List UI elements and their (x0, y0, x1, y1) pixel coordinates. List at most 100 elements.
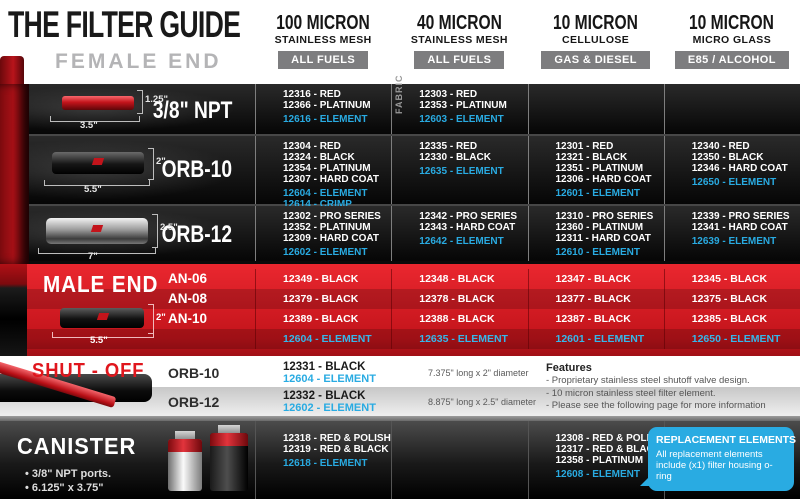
column-title: 40 MICRON (416, 12, 502, 34)
red-filter-photo-edge (0, 56, 24, 84)
features-title: Features (546, 362, 592, 374)
row-label: AN-08 (168, 291, 208, 306)
column-subtitle: CELLULOSE (562, 34, 630, 46)
row-label: AN-10 (168, 311, 208, 326)
fuel-badge: E85 / ALCOHOL (674, 51, 789, 69)
canister-section: CANISTER • 3/8" NPT ports. • 6.125" x 3.… (0, 421, 800, 499)
mounting-bracket (217, 425, 241, 434)
cell-10-micron-glass: 12375 - BLACK (663, 289, 800, 309)
element-numbers: 12618 - ELEMENT (283, 458, 368, 469)
brand-logo-mark (96, 313, 109, 320)
cell-10-micron-cellulose: 12377 - BLACK (527, 289, 664, 309)
canister-red-cap (168, 439, 202, 452)
dim-width: 3.5" (80, 120, 98, 131)
part-number: 12332 - BLACK (283, 390, 366, 402)
male-row-an06: AN-06 12349 - BLACK 12348 - BLACK 12347 … (0, 269, 800, 289)
dim-height: 2" (156, 312, 166, 323)
part-numbers: 12339 - PRO SERIES 12341 - HARD COAT (691, 211, 790, 233)
element-numbers: 12601 - ELEMENT (555, 188, 640, 199)
element-numbers: 12642 - ELEMENT (419, 236, 504, 247)
cell-40-micron: 12335 - RED 12330 - BLACK 12635 - ELEMEN… (391, 136, 527, 204)
part-numbers: 12316 - RED 12366 - PLATINUM (283, 89, 371, 111)
part-numbers: 12342 - PRO SERIES 12343 - HARD COAT (419, 211, 518, 233)
part-numbers: 12301 - RED 12321 - BLACK 12351 - PLATIN… (555, 141, 652, 185)
male-end-title: MALE END (43, 271, 159, 297)
dim-bracket (137, 90, 143, 114)
cell-10-micron-cellulose: 12347 - BLACK (527, 269, 664, 289)
part-number: 12331 - BLACK (283, 361, 366, 373)
callout-title: REPLACEMENT ELEMENTS (656, 434, 797, 446)
male-end-section: MALE END 2" 5.5" AN-06 12349 - BLACK 123… (0, 264, 800, 356)
column-title: 10 MICRON (553, 12, 639, 34)
row-label: AN-06 (168, 271, 208, 286)
column-header-40-micron: 40 MICRON STAINLESS MESH ALL FUELS (391, 0, 527, 84)
cell-10-micron-cellulose: 12310 - PRO SERIES 12360 - PLATINUM 1231… (527, 206, 664, 261)
inline-filter-photo-chrome (46, 218, 148, 244)
cell-100-micron: 12316 - RED 12366 - PLATINUM 12616 - ELE… (255, 84, 391, 134)
column-subtitle: STAINLESS MESH (410, 34, 508, 46)
element-number: 12601 - ELEMENT (527, 329, 664, 349)
fuel-badge: GAS & DIESEL (541, 51, 650, 69)
canister-specs: • 3/8" NPT ports. • 6.125" x 3.75" (25, 468, 112, 494)
element-numbers: 12610 - ELEMENT (555, 247, 640, 258)
cell-100-micron: 12349 - BLACK (255, 269, 391, 289)
row-label-column: AN-06 (0, 269, 255, 289)
dim-height: 2.5" (160, 222, 178, 233)
table-row-orb12: 2.5" 7" ORB-12 12302 - PRO SERIES 12352 … (0, 206, 800, 264)
column-title: 10 MICRON (689, 12, 775, 34)
male-fitting-photo-strip (0, 264, 27, 356)
male-row-an10: AN-10 12389 - BLACK 12388 - BLACK 12387 … (0, 309, 800, 329)
male-row-elements: 12604 - ELEMENT 12635 - ELEMENT 12601 - … (0, 329, 800, 349)
page-title: THE FILTER GUIDE (8, 4, 241, 45)
size-note: 8.875" long x 2.5" diameter (428, 397, 536, 407)
shutoff-row-orb10: ORB-10 12331 - BLACK 12604 - ELEMENT 7.3… (0, 358, 800, 387)
dim-bracket (38, 248, 156, 254)
element-numbers: 12603 - ELEMENT (419, 114, 504, 125)
column-subtitle: STAINLESS MESH (274, 34, 372, 46)
replacement-elements-callout: REPLACEMENT ELEMENTS All replacement ele… (640, 427, 797, 491)
row-label: ORB-12 (161, 221, 232, 248)
shut-off-title: SHUT - OFF (32, 360, 145, 382)
section-divider (0, 416, 800, 421)
cell-40-micron-empty (391, 421, 527, 499)
element-numbers: 12639 - ELEMENT (691, 236, 777, 247)
cell-40-micron: FABRIC 12303 - RED 12353 - PLATINUM 1260… (391, 75, 527, 134)
red-filter-photo-strip (0, 84, 29, 264)
fabric-label: FABRIC (394, 74, 405, 115)
brand-logo-mark (92, 157, 105, 165)
canister-red-cap (210, 433, 248, 446)
row-label: ORB-12 (168, 394, 220, 410)
column-title: 100 MICRON (276, 12, 370, 34)
cell-10-micron-cellulose: 12301 - RED 12321 - BLACK 12351 - PLATIN… (527, 136, 664, 204)
cell-10-micron-glass: 12385 - BLACK (663, 309, 800, 329)
row-label-column: AN-10 (0, 309, 255, 329)
cell-40-micron: 12348 - BLACK (391, 269, 527, 289)
dim-height: 1.25" (145, 94, 168, 105)
features-list: - Proprietary stainless steel shutoff va… (546, 375, 766, 411)
cell-10-micron-glass: 12345 - BLACK (663, 269, 800, 289)
fuel-badge: ALL FUELS (278, 51, 369, 69)
cell-10-micron-cellulose: 12308 - RED & POLISH 12317 - RED & BLACK… (527, 421, 664, 499)
part-numbers: 12304 - RED 12324 - BLACK 12354 - PLATIN… (283, 141, 379, 185)
dim-width: 5.5" (90, 335, 108, 346)
part-numbers: 12335 - RED 12330 - BLACK (419, 141, 491, 163)
cell-10-micron-glass-empty (663, 84, 800, 134)
cell-40-micron: 12388 - BLACK (391, 309, 527, 329)
cell-10-micron-glass: 12340 - RED 12350 - BLACK 12346 - HARD C… (663, 136, 800, 204)
cell-10-micron-cellulose: 12387 - BLACK (527, 309, 664, 329)
dim-bracket (52, 332, 154, 338)
male-filter-photo (60, 308, 144, 328)
features-block: Features - Proprietary stainless steel s… (546, 362, 766, 413)
element-numbers: 12650 - ELEMENT (691, 177, 777, 188)
part-numbers: 12310 - PRO SERIES 12360 - PLATINUM 1231… (555, 211, 654, 244)
part-numbers: 12318 - RED & POLISH 12319 - RED & BLACK (283, 433, 391, 455)
size-note: 7.375" long x 2" diameter (428, 368, 529, 378)
column-headers: 100 MICRON STAINLESS MESH ALL FUELS 40 M… (255, 0, 800, 84)
element-number: 12650 - ELEMENT (663, 329, 800, 349)
element-number: 12604 - ELEMENT (283, 373, 376, 385)
cell-40-micron: 12342 - PRO SERIES 12343 - HARD COAT 126… (391, 206, 527, 261)
dim-bracket (50, 116, 140, 122)
row-label: ORB-10 (168, 365, 220, 381)
dim-bracket (148, 304, 154, 334)
inline-filter-photo-black (52, 152, 144, 174)
